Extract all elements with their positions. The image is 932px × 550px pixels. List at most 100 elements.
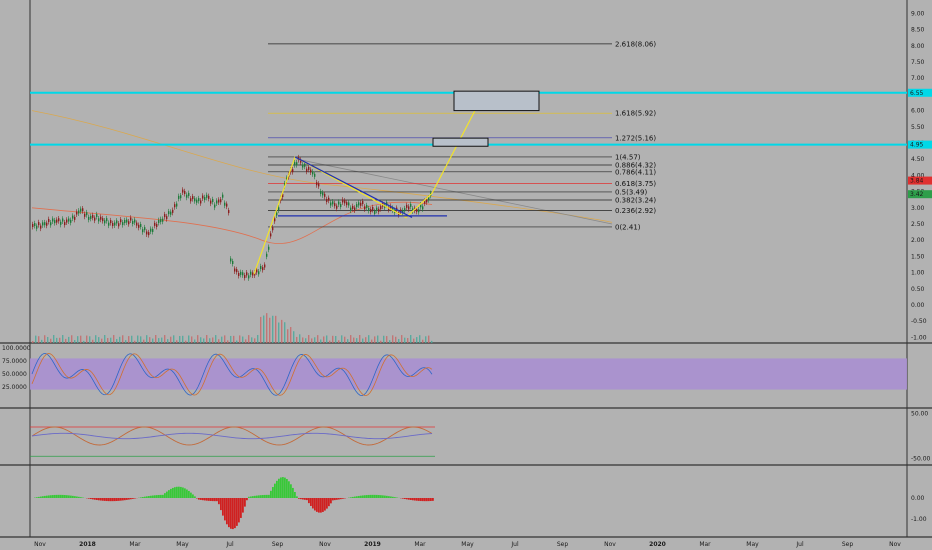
volume-bar xyxy=(356,338,358,343)
ao-bar xyxy=(220,498,222,511)
candle-body xyxy=(234,268,236,272)
volume-bar xyxy=(287,329,289,343)
candle-body xyxy=(184,190,186,194)
time-tick-label: Mar xyxy=(699,541,711,548)
volume-bar xyxy=(326,335,328,343)
target-box xyxy=(432,137,489,147)
candle-body xyxy=(110,220,112,224)
candle-body xyxy=(174,204,176,208)
candle-body xyxy=(62,218,64,222)
volume-bar xyxy=(278,322,280,343)
volume-bar xyxy=(50,338,52,343)
ao-bar xyxy=(70,495,72,498)
volume-bar xyxy=(68,336,70,343)
volume-bar xyxy=(419,335,421,343)
price-axis-label-bg xyxy=(908,176,932,185)
candle-body xyxy=(252,272,254,276)
price-tick-label: 8.50 xyxy=(911,27,925,34)
candle-body xyxy=(224,202,226,206)
ao-bar xyxy=(264,494,266,498)
price-tick-label: 0.00 xyxy=(911,302,925,309)
ao-bar xyxy=(48,495,50,498)
ao-bar xyxy=(206,498,208,501)
candle-body xyxy=(160,218,162,222)
candle-body xyxy=(46,222,48,226)
volume-bar xyxy=(338,340,340,343)
candle-body xyxy=(112,223,114,227)
candle-body xyxy=(168,211,170,215)
candle-body xyxy=(90,215,92,219)
ao-bar xyxy=(312,498,314,509)
volume-bar xyxy=(149,337,151,343)
ao-bar xyxy=(134,498,136,499)
ao-bar xyxy=(216,498,218,502)
candle-body xyxy=(92,214,94,218)
price-tick-label: 8.00 xyxy=(911,43,925,50)
volume-bar xyxy=(95,335,97,343)
ao-bar xyxy=(242,498,244,513)
ao-bar xyxy=(284,477,286,498)
volume-bar xyxy=(425,336,427,343)
candle-body xyxy=(372,207,374,211)
candle-body xyxy=(260,266,262,270)
time-tick-label: 2020 xyxy=(649,541,666,548)
ao-bar xyxy=(414,498,416,501)
candle-body xyxy=(40,225,42,229)
candle-body xyxy=(190,198,192,202)
ao-bar xyxy=(388,496,390,498)
drawings[interactable] xyxy=(253,90,540,275)
candle-body xyxy=(362,201,364,205)
volume-bar xyxy=(431,340,433,343)
ao-bar xyxy=(360,495,362,498)
candle-body xyxy=(406,204,408,208)
volume-bar xyxy=(239,335,241,343)
ao-bar xyxy=(218,498,220,505)
candle-body xyxy=(158,219,160,223)
grid xyxy=(0,0,932,538)
candle-body xyxy=(370,209,372,213)
candle-body xyxy=(250,271,252,275)
candle-body xyxy=(428,197,430,201)
candle-body xyxy=(352,205,354,209)
ao-bar xyxy=(326,498,328,509)
target-box xyxy=(453,90,540,112)
ao-bar xyxy=(228,498,230,528)
volume-bar xyxy=(353,337,355,343)
candle-body xyxy=(204,197,206,201)
ao-bar xyxy=(224,498,226,521)
volume-bar xyxy=(89,336,91,343)
ao-bar xyxy=(126,498,128,500)
candle-body xyxy=(66,219,68,223)
ao-bar xyxy=(154,495,156,498)
ao-bar xyxy=(430,498,432,501)
volume-bar xyxy=(164,335,166,343)
volume-bar xyxy=(413,338,415,343)
candle-body xyxy=(48,218,50,222)
volume-bar xyxy=(92,339,94,343)
ao-bar xyxy=(246,498,248,501)
ao-bar xyxy=(88,498,90,499)
ao-bar xyxy=(382,495,384,498)
candle-body xyxy=(340,204,342,208)
ao-bar xyxy=(214,498,216,502)
candle-body xyxy=(188,192,190,196)
volume-bar xyxy=(65,338,67,343)
ao-bar xyxy=(230,498,232,529)
price-tick-label: 7.00 xyxy=(911,75,925,82)
candle-body xyxy=(128,221,130,225)
volume-bar xyxy=(197,335,199,343)
fib-extension[interactable]: 2.618(8.06) 1.618(5.92) 1.272(5.16) 1(4.57)… xyxy=(268,40,656,231)
ao-bar xyxy=(94,498,96,500)
volume-bar xyxy=(314,337,316,343)
candle-body xyxy=(296,162,298,166)
candle-body xyxy=(64,222,66,226)
stoch-k-line xyxy=(31,353,433,397)
volume-bar xyxy=(317,335,319,343)
ao-bar xyxy=(432,498,434,501)
volume-bar xyxy=(143,339,145,343)
volume-bar xyxy=(254,338,256,343)
ao-bar xyxy=(302,498,304,500)
candle-body xyxy=(306,168,308,172)
ao-bar xyxy=(288,481,290,498)
